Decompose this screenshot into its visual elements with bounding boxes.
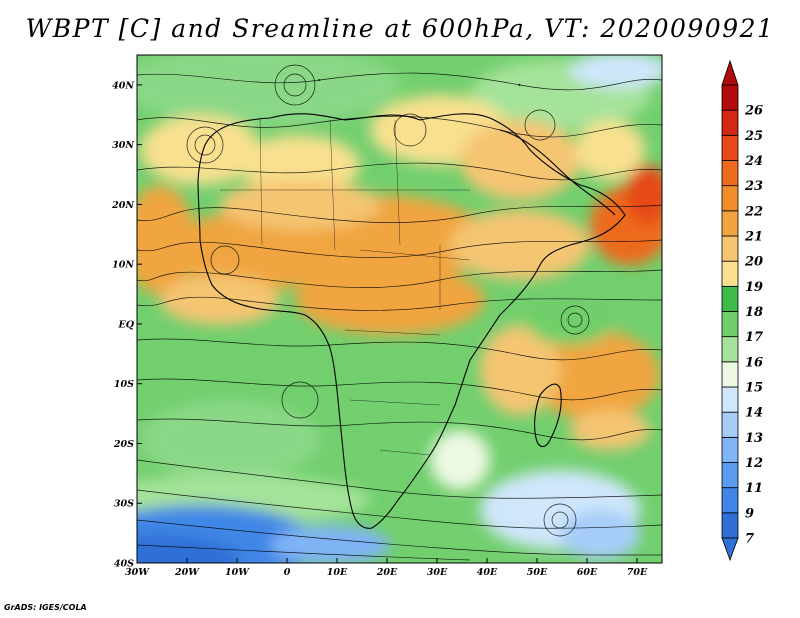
credit-label: GrADS: IGES/COLA bbox=[4, 603, 87, 612]
colorbar-label: 24 bbox=[744, 154, 763, 169]
colorbar-label: 15 bbox=[745, 381, 763, 396]
colorbar-label: 20 bbox=[744, 255, 763, 270]
colorbar-labels: 7 9 11 12 13 14 15 16 17 18 19 20 21 22 23 24 25 26 bbox=[744, 104, 763, 547]
latitude-axis: 40N 30N 20N 10N EQ 10S 20S 30S 40S bbox=[111, 80, 142, 570]
colorbar-box bbox=[721, 260, 739, 287]
map-title: WBPT [C] and Sreamline at 600hPa, VT: 20… bbox=[25, 14, 775, 43]
borders bbox=[220, 117, 471, 456]
colorbar-box bbox=[721, 512, 739, 539]
colorbar-label: 16 bbox=[745, 355, 763, 370]
lat-tick-label: EQ bbox=[117, 319, 134, 330]
lat-tick-label: 10S bbox=[114, 379, 134, 390]
lon-tick-label: 0 bbox=[284, 567, 291, 578]
coastlines bbox=[197, 113, 626, 529]
lat-tick-label: 30S bbox=[114, 499, 134, 510]
colorbar-box bbox=[721, 311, 739, 338]
colorbar-box bbox=[721, 134, 739, 161]
colorbar-box bbox=[721, 285, 739, 312]
colorbar-label: 18 bbox=[745, 305, 763, 320]
colorbar-box bbox=[721, 361, 739, 388]
colorbar-label: 25 bbox=[744, 129, 763, 144]
map-field bbox=[137, 55, 662, 563]
colorbar-label: 19 bbox=[745, 280, 763, 295]
colorbar-label: 22 bbox=[744, 204, 763, 219]
colorbar-label: 12 bbox=[745, 456, 763, 471]
colorbar-box bbox=[721, 109, 739, 136]
lat-tick-label: 20N bbox=[111, 200, 134, 211]
lon-tick-label: 20W bbox=[174, 567, 200, 578]
colorbar-label: 7 bbox=[745, 532, 754, 547]
colorbar-box bbox=[721, 462, 739, 489]
lon-tick-label: 60E bbox=[577, 567, 598, 578]
colorbar-box bbox=[721, 336, 739, 363]
colorbar-box bbox=[721, 436, 739, 463]
lon-tick-label: 40E bbox=[477, 567, 498, 578]
colorbar-label: 11 bbox=[745, 481, 763, 496]
colorbar-label: 13 bbox=[745, 431, 763, 446]
lon-tick-label: 50E bbox=[527, 567, 548, 578]
lat-tick-label: 30N bbox=[112, 140, 134, 151]
colorbar-box bbox=[721, 235, 739, 262]
colorbar-box bbox=[721, 160, 739, 187]
longitude-axis: 30W 20W 10W 0 10E 20E 30E 40E 50E 60E 70E bbox=[125, 558, 648, 578]
colorbar-box bbox=[721, 411, 739, 438]
lat-tick-label: 40S bbox=[114, 559, 134, 570]
colorbar-label: 17 bbox=[745, 330, 763, 345]
colorbar-label: 23 bbox=[744, 179, 763, 194]
lon-tick-label: 10E bbox=[327, 567, 348, 578]
lon-tick-label: 20E bbox=[376, 567, 398, 578]
colorbar-label: 14 bbox=[745, 406, 763, 421]
colorbar-box bbox=[721, 210, 739, 237]
colorbar-box bbox=[721, 386, 739, 413]
colorbar-label: 9 bbox=[745, 506, 754, 521]
colorbar-box bbox=[721, 84, 739, 111]
wbpt-shading bbox=[137, 55, 662, 563]
lat-tick-label: 10N bbox=[112, 260, 134, 271]
lon-tick-label: 30W bbox=[125, 567, 150, 578]
lon-tick-label: 30E bbox=[427, 567, 448, 578]
lat-tick-label: 40N bbox=[112, 80, 134, 91]
lon-tick-label: 70E bbox=[627, 567, 648, 578]
colorbar-box bbox=[721, 185, 739, 212]
colorbar-box bbox=[721, 487, 739, 514]
colorbar-max-arrow bbox=[721, 59, 739, 86]
lat-tick-label: 20S bbox=[113, 439, 134, 450]
colorbar-boxes bbox=[721, 59, 739, 562]
colorbar-label: 21 bbox=[744, 230, 763, 245]
colorbar-min-arrow bbox=[721, 537, 739, 562]
colorbar-label: 26 bbox=[744, 104, 763, 119]
map-frame bbox=[136, 54, 663, 564]
lon-tick-label: 10W bbox=[225, 567, 250, 578]
streamlines bbox=[137, 64, 662, 561]
